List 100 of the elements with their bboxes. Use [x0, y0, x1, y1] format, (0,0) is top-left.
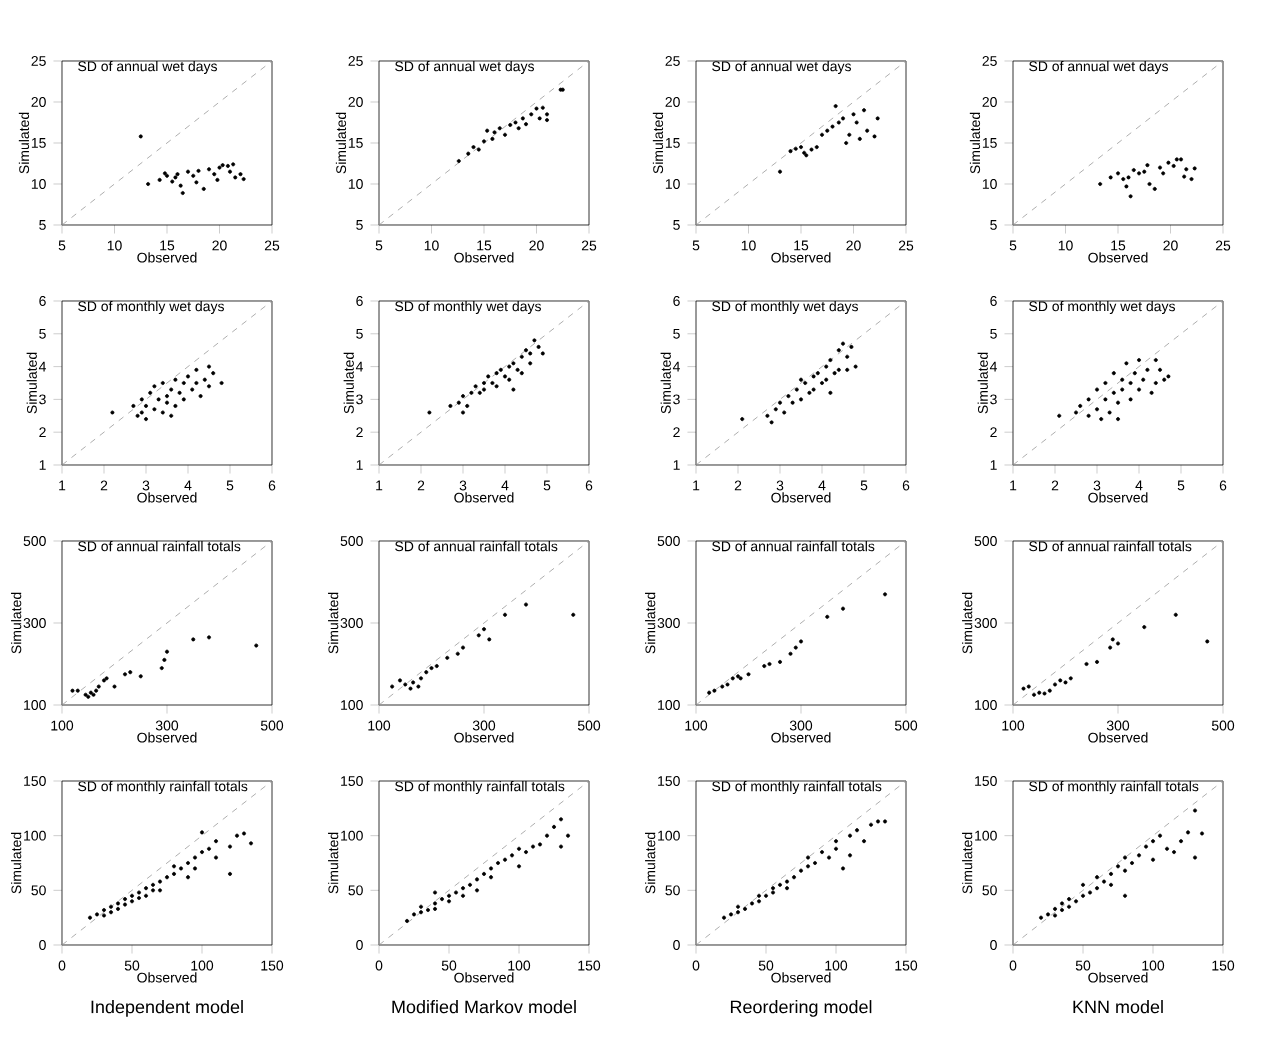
- point: [254, 643, 259, 648]
- point: [827, 855, 832, 860]
- point: [180, 191, 185, 196]
- point: [507, 377, 512, 382]
- point: [730, 676, 735, 681]
- point: [1123, 855, 1128, 860]
- point: [109, 910, 113, 915]
- point: [793, 645, 798, 650]
- point: [1171, 163, 1176, 168]
- point: [201, 186, 206, 191]
- point: [238, 172, 243, 177]
- point: [476, 633, 481, 638]
- point: [803, 380, 808, 385]
- point: [405, 918, 410, 923]
- y-axis-title: Simulated: [977, 352, 988, 414]
- x-tick-label: 15: [794, 240, 809, 251]
- x-tick-label: 15: [1111, 240, 1126, 251]
- x-tick-label: 4: [184, 480, 192, 491]
- point: [1145, 163, 1150, 168]
- point: [524, 348, 528, 353]
- point: [496, 861, 501, 865]
- point: [179, 866, 184, 871]
- point: [540, 105, 545, 110]
- point: [1145, 367, 1150, 372]
- point: [799, 377, 804, 382]
- point: [70, 688, 75, 693]
- point: [1149, 390, 1154, 395]
- point: [1078, 403, 1083, 408]
- point: [194, 180, 199, 185]
- point: [1047, 688, 1052, 693]
- x-tick-label: 1: [376, 480, 383, 491]
- y-tick-label: 2: [39, 427, 46, 438]
- point: [112, 684, 117, 689]
- point: [1110, 637, 1115, 642]
- x-tick-label: 5: [1009, 240, 1017, 251]
- point: [152, 384, 157, 389]
- point: [778, 169, 783, 174]
- point: [429, 666, 434, 671]
- x-tick-label: 10: [424, 240, 439, 251]
- point: [151, 882, 155, 887]
- point: [492, 130, 497, 135]
- point: [743, 906, 748, 911]
- x-tick-label: 100: [825, 960, 848, 971]
- point: [487, 637, 492, 642]
- point: [1131, 168, 1136, 173]
- point: [503, 374, 508, 379]
- point: [433, 890, 438, 895]
- point: [96, 684, 101, 689]
- point: [489, 866, 494, 871]
- point: [86, 694, 91, 699]
- x-tick-label: 50: [758, 960, 774, 971]
- point: [1116, 400, 1121, 405]
- point: [447, 899, 452, 904]
- point: [746, 672, 751, 677]
- point: [466, 151, 471, 156]
- point: [207, 384, 211, 389]
- point: [448, 403, 453, 408]
- y-tick-label: 150: [975, 776, 997, 786]
- y-tick-label: 25: [348, 56, 363, 66]
- y-tick-label: 6: [39, 296, 46, 306]
- point: [529, 112, 534, 117]
- point: [219, 380, 224, 385]
- point: [475, 888, 480, 893]
- point: [211, 371, 216, 376]
- y-tick-label: 150: [341, 776, 363, 786]
- point: [862, 839, 867, 844]
- point: [1128, 380, 1133, 385]
- point: [1166, 374, 1171, 379]
- point: [1111, 390, 1116, 395]
- point: [139, 397, 144, 402]
- point: [94, 688, 99, 693]
- point: [712, 688, 717, 693]
- point: [788, 149, 793, 154]
- chart-title: SD of monthly rainfall totals: [712, 781, 882, 795]
- point: [475, 877, 480, 882]
- point: [1095, 659, 1100, 664]
- point: [545, 118, 550, 123]
- point: [1067, 897, 1072, 902]
- point: [1144, 844, 1149, 849]
- point: [217, 165, 222, 170]
- y-tick-label: 25: [31, 56, 46, 66]
- point: [1116, 864, 1121, 869]
- point: [773, 407, 778, 412]
- x-tick-label: 5: [1177, 480, 1185, 491]
- point: [1053, 682, 1058, 687]
- x-tick-label: 150: [895, 960, 918, 971]
- chart-title: SD of annual wet days: [395, 60, 535, 75]
- x-tick-label: 3: [142, 480, 150, 491]
- point: [1184, 167, 1189, 172]
- point: [1067, 904, 1072, 909]
- y-tick-label: 6: [990, 296, 997, 306]
- point: [854, 120, 859, 125]
- point: [765, 413, 770, 418]
- point: [503, 132, 508, 137]
- point: [799, 397, 804, 402]
- point: [1142, 169, 1147, 174]
- point: [489, 875, 494, 880]
- x-axis-title: Observed: [771, 492, 831, 503]
- y-tick-label: 10: [348, 179, 363, 189]
- point: [156, 397, 161, 402]
